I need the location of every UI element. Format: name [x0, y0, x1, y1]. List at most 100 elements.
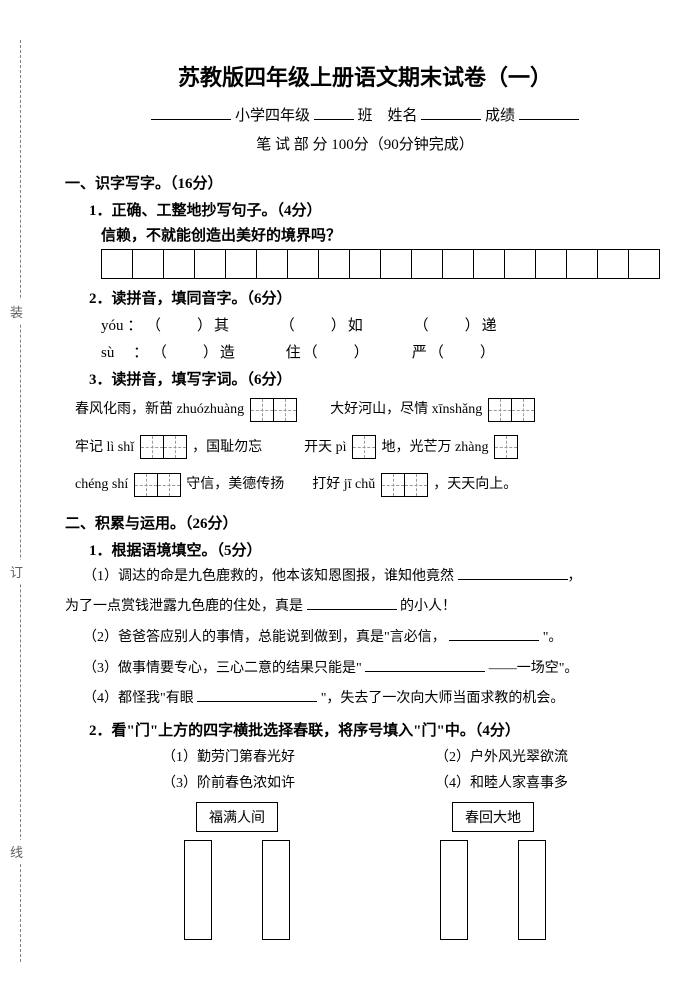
sec2-q1-2-line: （2）爸爸答应别人的事情，总能说到做到，真是"言必信， "。 [83, 625, 665, 652]
grid-cell[interactable] [101, 249, 133, 279]
binding-label-mid: 订 [10, 560, 23, 583]
binding-label-bot: 线 [10, 840, 23, 863]
class-blank[interactable] [314, 105, 354, 120]
sec2-q1-2: （2）爸爸答应别人的事情，总能说到做到，真是"言必信， [83, 630, 446, 645]
grid-cell[interactable] [504, 249, 536, 279]
couplet-row2: （3）阶前春色浓如许 （4）和睦人家喜事多 [65, 772, 665, 792]
score-label: 成绩 [485, 108, 515, 124]
binding-line [20, 40, 21, 962]
char-cell[interactable] [381, 473, 405, 497]
header-line: 小学四年级 班 姓名 成绩 [65, 104, 665, 125]
sec1-q3-line: 牢记 lì shǐ ，国耻勿忘 开天 pì 地，光芒万 zhàng [75, 431, 665, 465]
q2l2-b[interactable]: 住（ ） [286, 345, 364, 361]
blank-4[interactable] [365, 658, 485, 672]
timing-line: 笔 试 部 分 100分（90分钟完成） [65, 133, 665, 154]
blank-2[interactable] [307, 596, 397, 610]
char-box[interactable] [494, 435, 518, 459]
door-side-1r[interactable] [262, 840, 290, 940]
sec2-q1-2b: "。 [543, 630, 563, 645]
char-box[interactable] [140, 435, 187, 459]
q3-text: ，天天向上。 [430, 477, 518, 492]
sec2-q1-1b-line: 为了一点赏钱泄露九色鹿的住处，真是 的小人！ [65, 594, 665, 621]
score-blank[interactable] [519, 105, 579, 120]
sec1-q2: 2．读拼音，填同音字。（6分） [89, 287, 665, 308]
grid-cell[interactable] [442, 249, 474, 279]
sec1-q2-line1: yóu ： （ ）其 （ ）如 （ ）递 [101, 314, 665, 335]
grid-cell[interactable] [225, 249, 257, 279]
char-cell[interactable] [352, 435, 376, 459]
q3-text: 守信，美德传扬 打好 jī chǔ [183, 477, 379, 492]
q3-text: chéng shí [75, 477, 132, 492]
sec2-q1-1b: 为了一点赏钱泄露九色鹿的住处，真是 [65, 599, 303, 614]
q3-text: 牢记 lì shǐ [75, 440, 138, 455]
grid-cell[interactable] [194, 249, 226, 279]
grid-cell[interactable] [411, 249, 443, 279]
grid-cell[interactable] [256, 249, 288, 279]
blank-1[interactable] [458, 566, 568, 580]
door-group-1: 福满人间 [184, 802, 290, 940]
sec2-q1-3-line: （3）做事情要专心，三心二意的结果只能是" ——一场空"。 [83, 656, 665, 683]
binding-label-top: 装 [10, 300, 23, 323]
grid-cell[interactable] [566, 249, 598, 279]
sec2-q1-3: （3）做事情要专心，三心二意的结果只能是" [83, 661, 362, 676]
class-label: 班 姓名 [357, 108, 417, 124]
q3-text: ，国耻勿忘 开天 pì [189, 440, 350, 455]
door-top-2: 春回大地 [452, 802, 534, 832]
grid-cell[interactable] [597, 249, 629, 279]
door-side-2r[interactable] [518, 840, 546, 940]
page-title: 苏教版四年级上册语文期末试卷（一） [65, 60, 665, 92]
section1-heading: 一、识字写字。（16分） [65, 172, 665, 193]
sec2-q1: 1．根据语境填空。（5分） [89, 539, 665, 560]
q3-text: 大好河山，尽情 xīnshǎng [299, 402, 486, 417]
char-cell[interactable] [404, 473, 428, 497]
couplet-row1: （1）勤劳门第春光好 （2）户外风光翠欲流 [65, 746, 665, 766]
char-cell[interactable] [511, 398, 535, 422]
blank-5[interactable] [197, 688, 317, 702]
page-content: 苏教版四年级上册语文期末试卷（一） 小学四年级 班 姓名 成绩 笔 试 部 分 … [0, 0, 695, 960]
char-box[interactable] [381, 473, 428, 497]
door-side-2l[interactable] [440, 840, 468, 940]
char-cell[interactable] [488, 398, 512, 422]
q2l1-b[interactable]: （ ）如 [280, 318, 365, 334]
q2l2-a[interactable]: （ ）造 [152, 345, 237, 361]
sec2-q1-4-line: （4）都怪我"有眼 "，失去了一次向大师当面求教的机会。 [83, 686, 665, 713]
char-box[interactable] [134, 473, 181, 497]
char-box[interactable] [250, 398, 297, 422]
door-top-1: 福满人间 [196, 802, 278, 832]
grid-cell[interactable] [132, 249, 164, 279]
grid-cell[interactable] [349, 249, 381, 279]
sec1-q3-line: 春风化雨，新苗 zhuózhuàng 大好河山，尽情 xīnshǎng [75, 393, 665, 427]
section2-heading: 二、积累与运用。（26分） [65, 512, 665, 533]
sec2-q1-1c: 的小人！ [400, 599, 456, 614]
char-cell[interactable] [157, 473, 181, 497]
grid-cell[interactable] [473, 249, 505, 279]
grid-cell[interactable] [535, 249, 567, 279]
couplet-1: （1）勤劳门第春光好 [162, 746, 295, 766]
school-blank[interactable] [151, 105, 231, 120]
sec2-q1-1a: （1）调达的命是九色鹿救的，他本该知恩图报，谁知他竟然 [83, 569, 454, 584]
name-blank[interactable] [421, 105, 481, 120]
q2l2-pinyin: sù ： [101, 345, 148, 361]
char-cell[interactable] [140, 435, 164, 459]
char-box[interactable] [488, 398, 535, 422]
grid-cell[interactable] [380, 249, 412, 279]
char-cell[interactable] [250, 398, 274, 422]
blank-3[interactable] [449, 627, 539, 641]
char-box[interactable] [352, 435, 376, 459]
q2l1-a[interactable]: （ ）其 [146, 318, 231, 334]
grid-cell[interactable] [628, 249, 660, 279]
copy-grid[interactable] [101, 249, 665, 279]
q2l2-c[interactable]: 严（ ） [412, 345, 497, 361]
grid-cell[interactable] [318, 249, 350, 279]
char-cell[interactable] [163, 435, 187, 459]
grid-cell[interactable] [163, 249, 195, 279]
char-cell[interactable] [273, 398, 297, 422]
sec2-q2: 2．看"门"上方的四字横批选择春联，将序号填入"门"中。（4分） [89, 719, 665, 740]
couplet-4: （4）和睦人家喜事多 [435, 772, 568, 792]
char-cell[interactable] [134, 473, 158, 497]
q2l1-c[interactable]: （ ）递 [414, 318, 499, 334]
grid-cell[interactable] [287, 249, 319, 279]
school-label: 小学四年级 [235, 108, 310, 124]
char-cell[interactable] [494, 435, 518, 459]
door-side-1l[interactable] [184, 840, 212, 940]
